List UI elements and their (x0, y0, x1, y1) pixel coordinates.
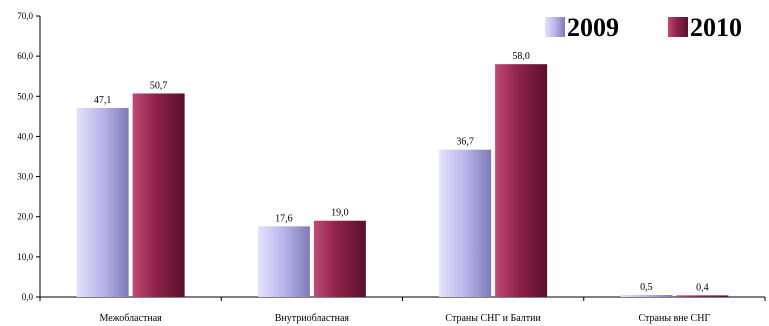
axes: 0,0 10,0 20,0 30,0 40,0 50,0 60,0 70,0 Межобласт… (17, 11, 766, 324)
data-label: 47,1 (94, 95, 112, 106)
y-tick-label: 0,0 (22, 292, 34, 302)
bars (76, 64, 729, 298)
x-category-label: Страны СНГ и Балтии (445, 313, 541, 324)
bar-2010 (676, 295, 729, 297)
legend-swatch-2010 (668, 17, 688, 37)
y-tick-label: 50,0 (17, 91, 33, 101)
y-tick-label: 40,0 (17, 131, 33, 141)
legend-swatch-2009 (545, 17, 565, 37)
data-label: 50,7 (150, 80, 168, 91)
y-tick-label: 30,0 (17, 172, 33, 182)
x-category-label: Межобластная (99, 313, 162, 324)
bar-2009 (439, 149, 492, 297)
data-label: 19,0 (331, 208, 349, 219)
legend-label-2010: 2010 (690, 13, 742, 42)
data-label: 58,0 (512, 51, 530, 62)
y-tick-label: 20,0 (17, 212, 33, 222)
data-label: 0,5 (640, 282, 653, 293)
x-category-label: Внутриобластная (275, 313, 350, 324)
legend-label-2009: 2009 (567, 13, 619, 42)
y-tick-label: 70,0 (17, 11, 33, 21)
bar-2009 (620, 294, 673, 297)
bar-2009 (257, 226, 310, 297)
y-tick-label: 10,0 (17, 252, 33, 262)
bar-2010 (313, 220, 366, 297)
x-category-label: Страны вне СНГ (639, 313, 711, 324)
data-label: 0,4 (696, 282, 709, 293)
legend: 2009 2010 (545, 13, 742, 42)
bar-2010 (132, 93, 185, 298)
bar-2010 (495, 64, 548, 298)
data-label: 36,7 (456, 137, 474, 148)
data-label: 17,6 (275, 213, 293, 224)
bar-2009 (76, 107, 129, 297)
data-labels: 47,1 50,7 17,6 19,0 36,7 58,0 0,5 0,4 (94, 51, 709, 293)
y-tick-label: 60,0 (17, 51, 33, 61)
